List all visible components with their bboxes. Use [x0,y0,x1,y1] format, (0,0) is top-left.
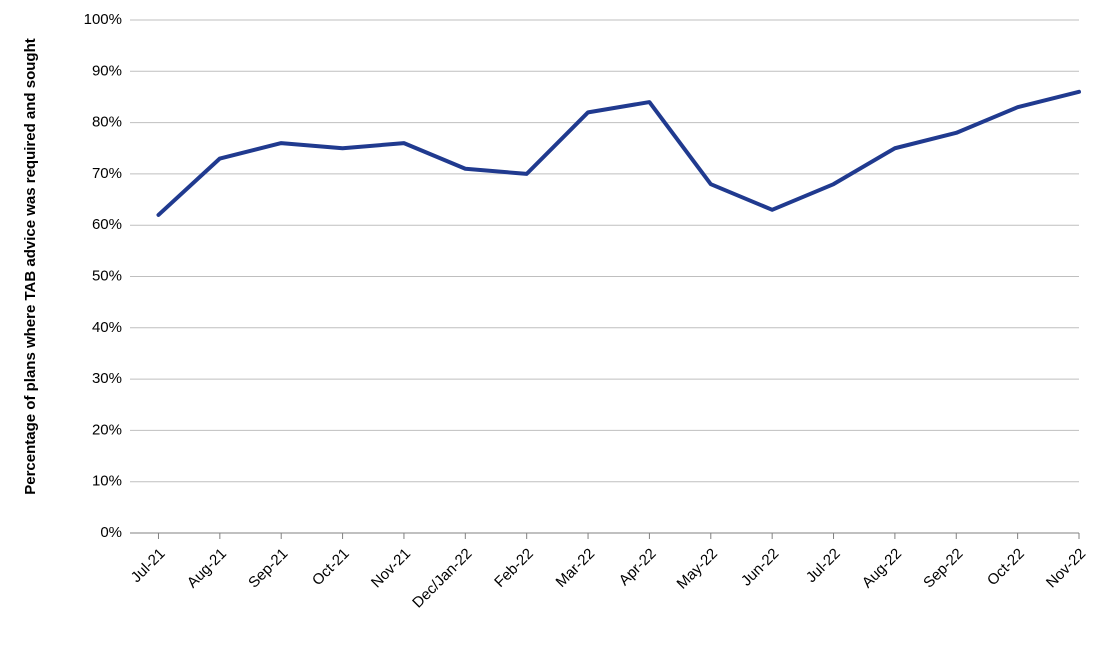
x-tick-label: Aug-22 [859,545,905,591]
y-tick-label: 90% [92,62,122,79]
x-tick-label: Jun-22 [738,545,782,589]
x-tick-label: Oct-21 [309,545,353,589]
x-tick-label: Dec/Jan-22 [409,545,475,611]
y-tick-label: 60% [92,216,122,233]
chart-svg: 0% 10% 20% 30% 40% 50% 60% 70% 80% 90% 100% Jul-21 A… [0,0,1099,653]
x-tick-label: Jul-22 [803,545,844,586]
x-tick-label: Sep-22 [920,545,966,591]
tab-advice-line-chart: Percentage of plans where TAB advice was… [0,0,1099,653]
x-tick-label: Mar-22 [553,545,599,591]
y-tick-label: 70% [92,165,122,182]
y-tick-label: 50% [92,267,122,284]
y-tick-label: 10% [92,473,122,490]
y-tick-label: 0% [100,524,122,541]
y-tick-label: 100% [84,11,122,28]
x-tick-label: Feb-22 [491,545,537,591]
x-tick-label: Nov-22 [1043,545,1089,591]
x-tick-label: Sep-21 [245,545,291,591]
y-tick-label: 40% [92,319,122,336]
x-tick-label: Nov-21 [368,545,414,591]
y-tick-label: 20% [92,421,122,438]
data-line [158,92,1079,215]
x-tick-label: May-22 [674,545,721,592]
x-tick-label: Oct-22 [984,545,1028,589]
x-tick-label: Aug-21 [184,545,230,591]
y-tick-label: 30% [92,370,122,387]
x-tick-label: Jul-21 [128,545,169,586]
y-tick-label: 80% [92,114,122,131]
x-tick-label: Apr-22 [616,545,660,589]
